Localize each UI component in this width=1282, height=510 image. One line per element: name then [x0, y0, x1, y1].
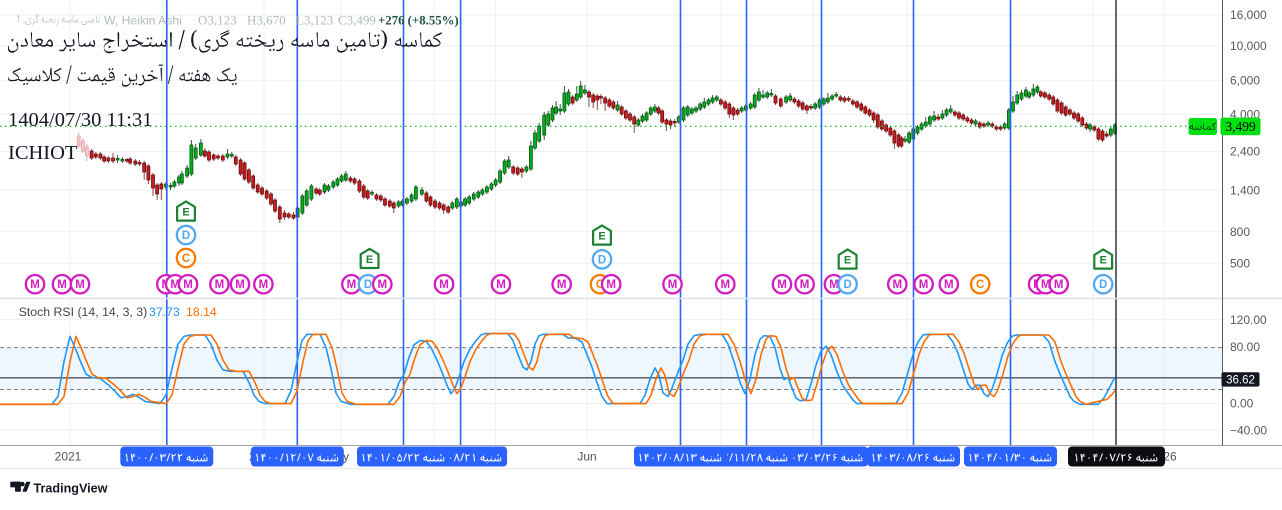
- svg-text:−40.00: −40.00: [1230, 423, 1267, 437]
- svg-text:D: D: [1099, 279, 1107, 291]
- svg-text:E: E: [598, 231, 605, 243]
- svg-text:M: M: [259, 279, 269, 291]
- svg-text:M: M: [557, 279, 567, 291]
- svg-text:E: E: [844, 255, 851, 267]
- svg-text:E: E: [182, 207, 189, 219]
- svg-text:C3,499: C3,499: [338, 13, 376, 28]
- svg-text:26: 26: [1163, 450, 1177, 464]
- svg-text:1404/07/30 11:31: 1404/07/30 11:31: [8, 109, 152, 131]
- svg-text:M: M: [1054, 279, 1064, 291]
- svg-text:M: M: [235, 279, 245, 291]
- svg-text:M: M: [170, 279, 180, 291]
- svg-text:3,499: 3,499: [1225, 119, 1256, 134]
- svg-text:18.14: 18.14: [186, 305, 217, 319]
- svg-text:TradingView: TradingView: [34, 482, 108, 496]
- svg-text:M: M: [721, 279, 731, 291]
- svg-text:E: E: [1100, 255, 1107, 267]
- svg-text:0.00: 0.00: [1230, 397, 1254, 411]
- svg-text:D: D: [598, 254, 606, 266]
- svg-text:M: M: [893, 279, 903, 291]
- svg-text:ICHIOT: ICHIOT: [8, 142, 78, 164]
- svg-text:M: M: [30, 279, 40, 291]
- svg-text:M: M: [496, 279, 506, 291]
- svg-text:800: 800: [1230, 225, 1250, 239]
- svg-text:M: M: [439, 279, 449, 291]
- svg-text:W, Heikin Ashi: W, Heikin Ashi: [104, 14, 182, 28]
- svg-text:C: C: [182, 253, 190, 265]
- svg-text:M: M: [183, 279, 193, 291]
- svg-text:Jun: Jun: [577, 450, 596, 464]
- svg-text:500: 500: [1230, 256, 1250, 270]
- svg-text:+276 (+8.55%): +276 (+8.55%): [378, 14, 459, 28]
- svg-text:M: M: [215, 279, 225, 291]
- svg-text:2,400: 2,400: [1230, 145, 1260, 159]
- svg-text:6,000: 6,000: [1230, 73, 1260, 87]
- svg-text:10,000: 10,000: [1230, 39, 1267, 53]
- svg-text:M: M: [1041, 279, 1051, 291]
- svg-text:L3,123: L3,123: [296, 13, 333, 28]
- svg-text:120.00: 120.00: [1230, 313, 1267, 327]
- svg-text:M: M: [378, 279, 388, 291]
- svg-text:M: M: [668, 279, 678, 291]
- svg-text:C: C: [596, 279, 604, 291]
- svg-text:M: M: [606, 279, 616, 291]
- svg-text:2021: 2021: [55, 450, 82, 464]
- svg-text:H3,670: H3,670: [247, 13, 286, 28]
- svg-text:y: y: [343, 450, 349, 464]
- svg-text:80.00: 80.00: [1230, 340, 1260, 354]
- svg-text:M: M: [800, 279, 810, 291]
- svg-text:M: M: [57, 279, 67, 291]
- svg-text:1,400: 1,400: [1230, 183, 1260, 197]
- svg-text:M: M: [777, 279, 787, 291]
- svg-text:37.73: 37.73: [149, 305, 180, 319]
- svg-text:D: D: [364, 279, 372, 291]
- svg-text:M: M: [919, 279, 929, 291]
- svg-text:16,000: 16,000: [1230, 8, 1267, 22]
- svg-text:D: D: [843, 279, 851, 291]
- svg-text:D: D: [182, 230, 190, 242]
- svg-text:M: M: [347, 279, 357, 291]
- svg-text:36.62: 36.62: [1226, 374, 1255, 386]
- svg-text:E: E: [366, 254, 373, 266]
- svg-text:M: M: [829, 279, 839, 291]
- svg-text:M: M: [75, 279, 85, 291]
- svg-text:M: M: [944, 279, 954, 291]
- svg-text:O3,123: O3,123: [198, 13, 237, 28]
- svg-text:C: C: [976, 279, 984, 291]
- svg-text:Stoch RSI (14, 14, 3, 3): Stoch RSI (14, 14, 3, 3): [19, 305, 148, 319]
